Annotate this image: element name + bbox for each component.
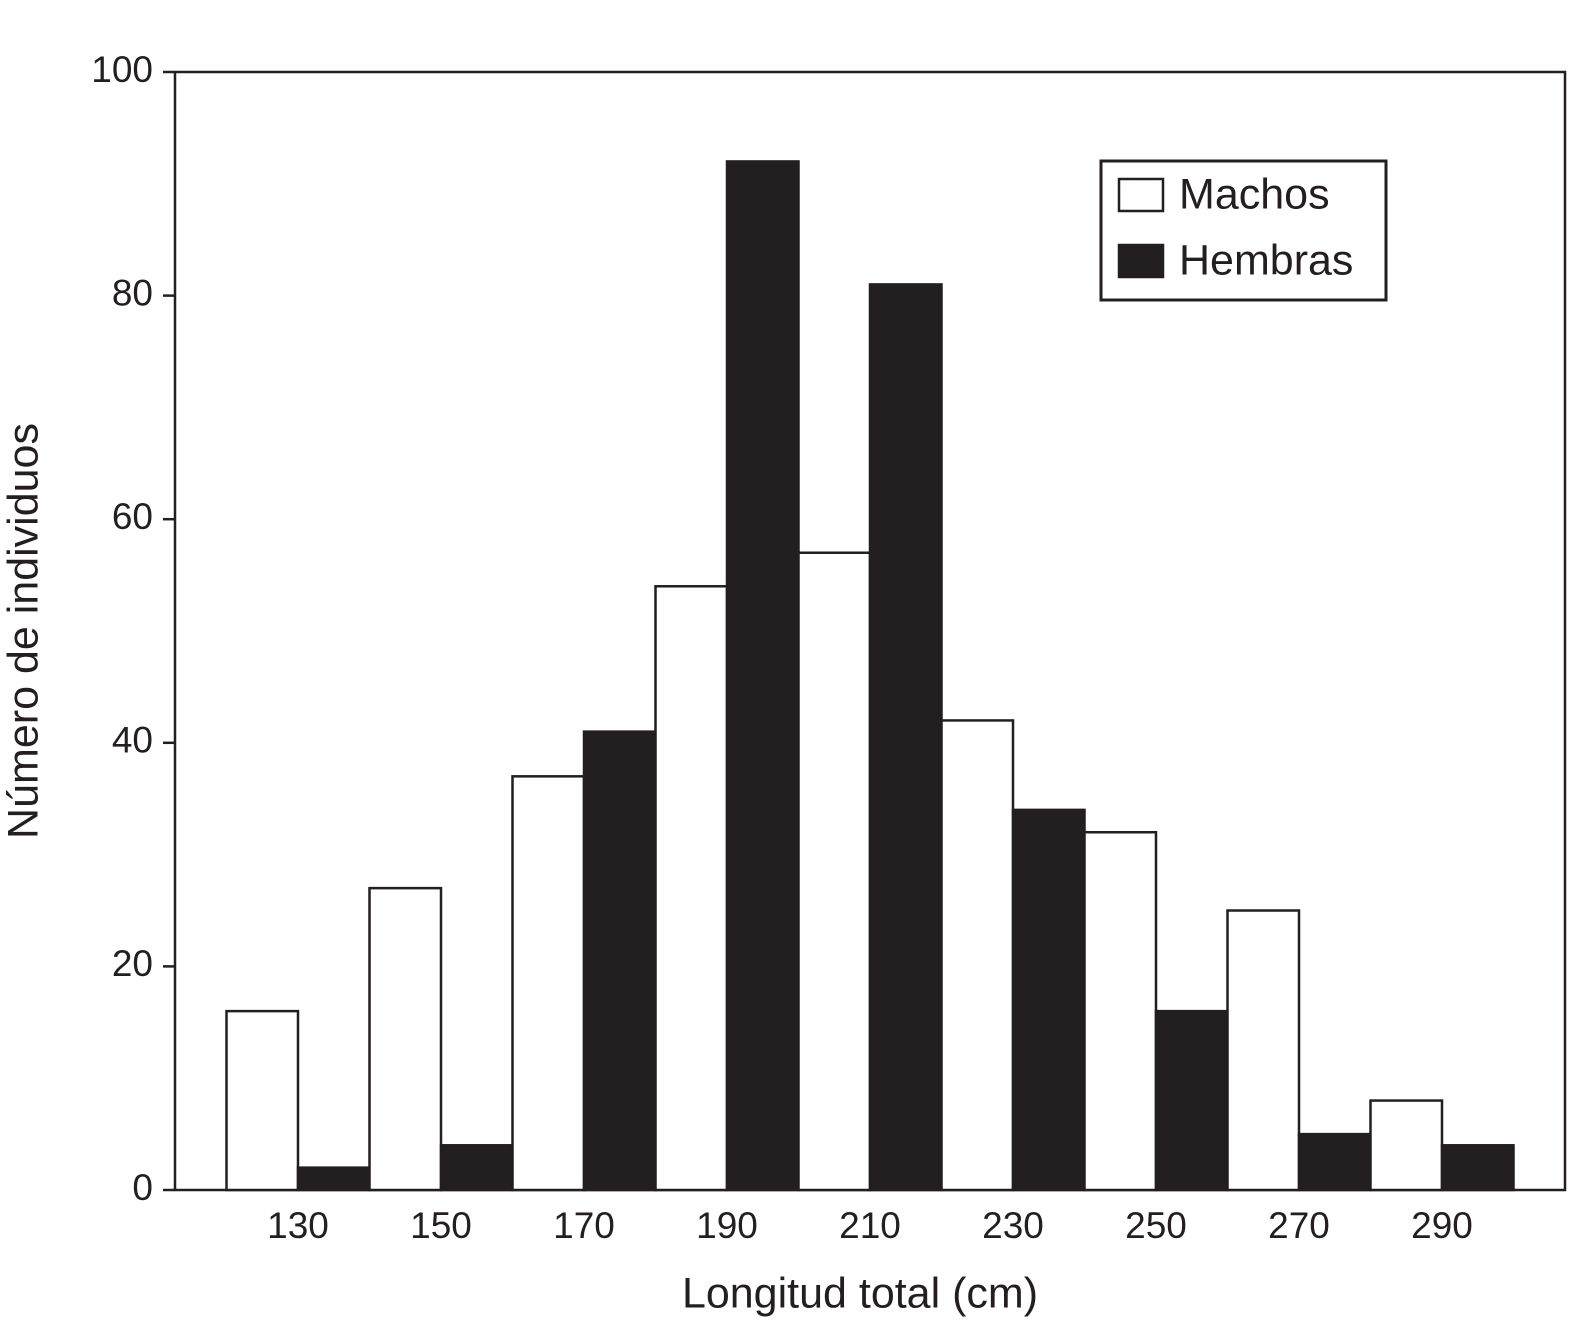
y-tick-label: 80 [112,272,153,313]
legend-label: Machos [1179,170,1330,218]
x-tick-label: 250 [1125,1205,1187,1246]
x-tick-label: 170 [553,1205,615,1246]
bar [1297,1132,1372,1192]
bar [1369,1099,1444,1192]
y-tick-label: 20 [112,943,153,984]
bar [582,730,657,1192]
bar [439,1144,514,1192]
bar [797,551,872,1192]
x-tick-label: 130 [267,1205,329,1246]
legend-label: Hembras [1179,236,1353,284]
bar [725,160,800,1192]
bar [1154,1009,1229,1192]
y-tick-label: 40 [112,720,153,761]
legend-swatch [1117,243,1165,279]
bar [225,1009,300,1192]
x-tick-label: 270 [1268,1205,1330,1246]
bar [654,585,729,1192]
y-tick-label: 100 [91,49,153,90]
legend-swatch [1117,177,1165,213]
x-tick-label: 290 [1411,1205,1473,1246]
x-tick-label: 190 [696,1205,758,1246]
y-tick-label: 0 [132,1167,153,1208]
x-axis-label: Longitud total (cm) [682,1269,1038,1317]
bar [368,886,443,1192]
x-tick-label: 210 [839,1205,901,1246]
bar [1226,909,1301,1192]
bar [1011,808,1086,1192]
bar [1440,1144,1515,1192]
bar [511,775,586,1192]
bar [296,1166,371,1192]
bar [868,283,943,1192]
bar [1083,830,1158,1192]
x-tick-label: 150 [410,1205,472,1246]
bar [940,719,1015,1192]
y-tick-label: 60 [112,496,153,537]
x-tick-label: 230 [982,1205,1044,1246]
y-axis-label: Número de individuos [0,423,47,839]
